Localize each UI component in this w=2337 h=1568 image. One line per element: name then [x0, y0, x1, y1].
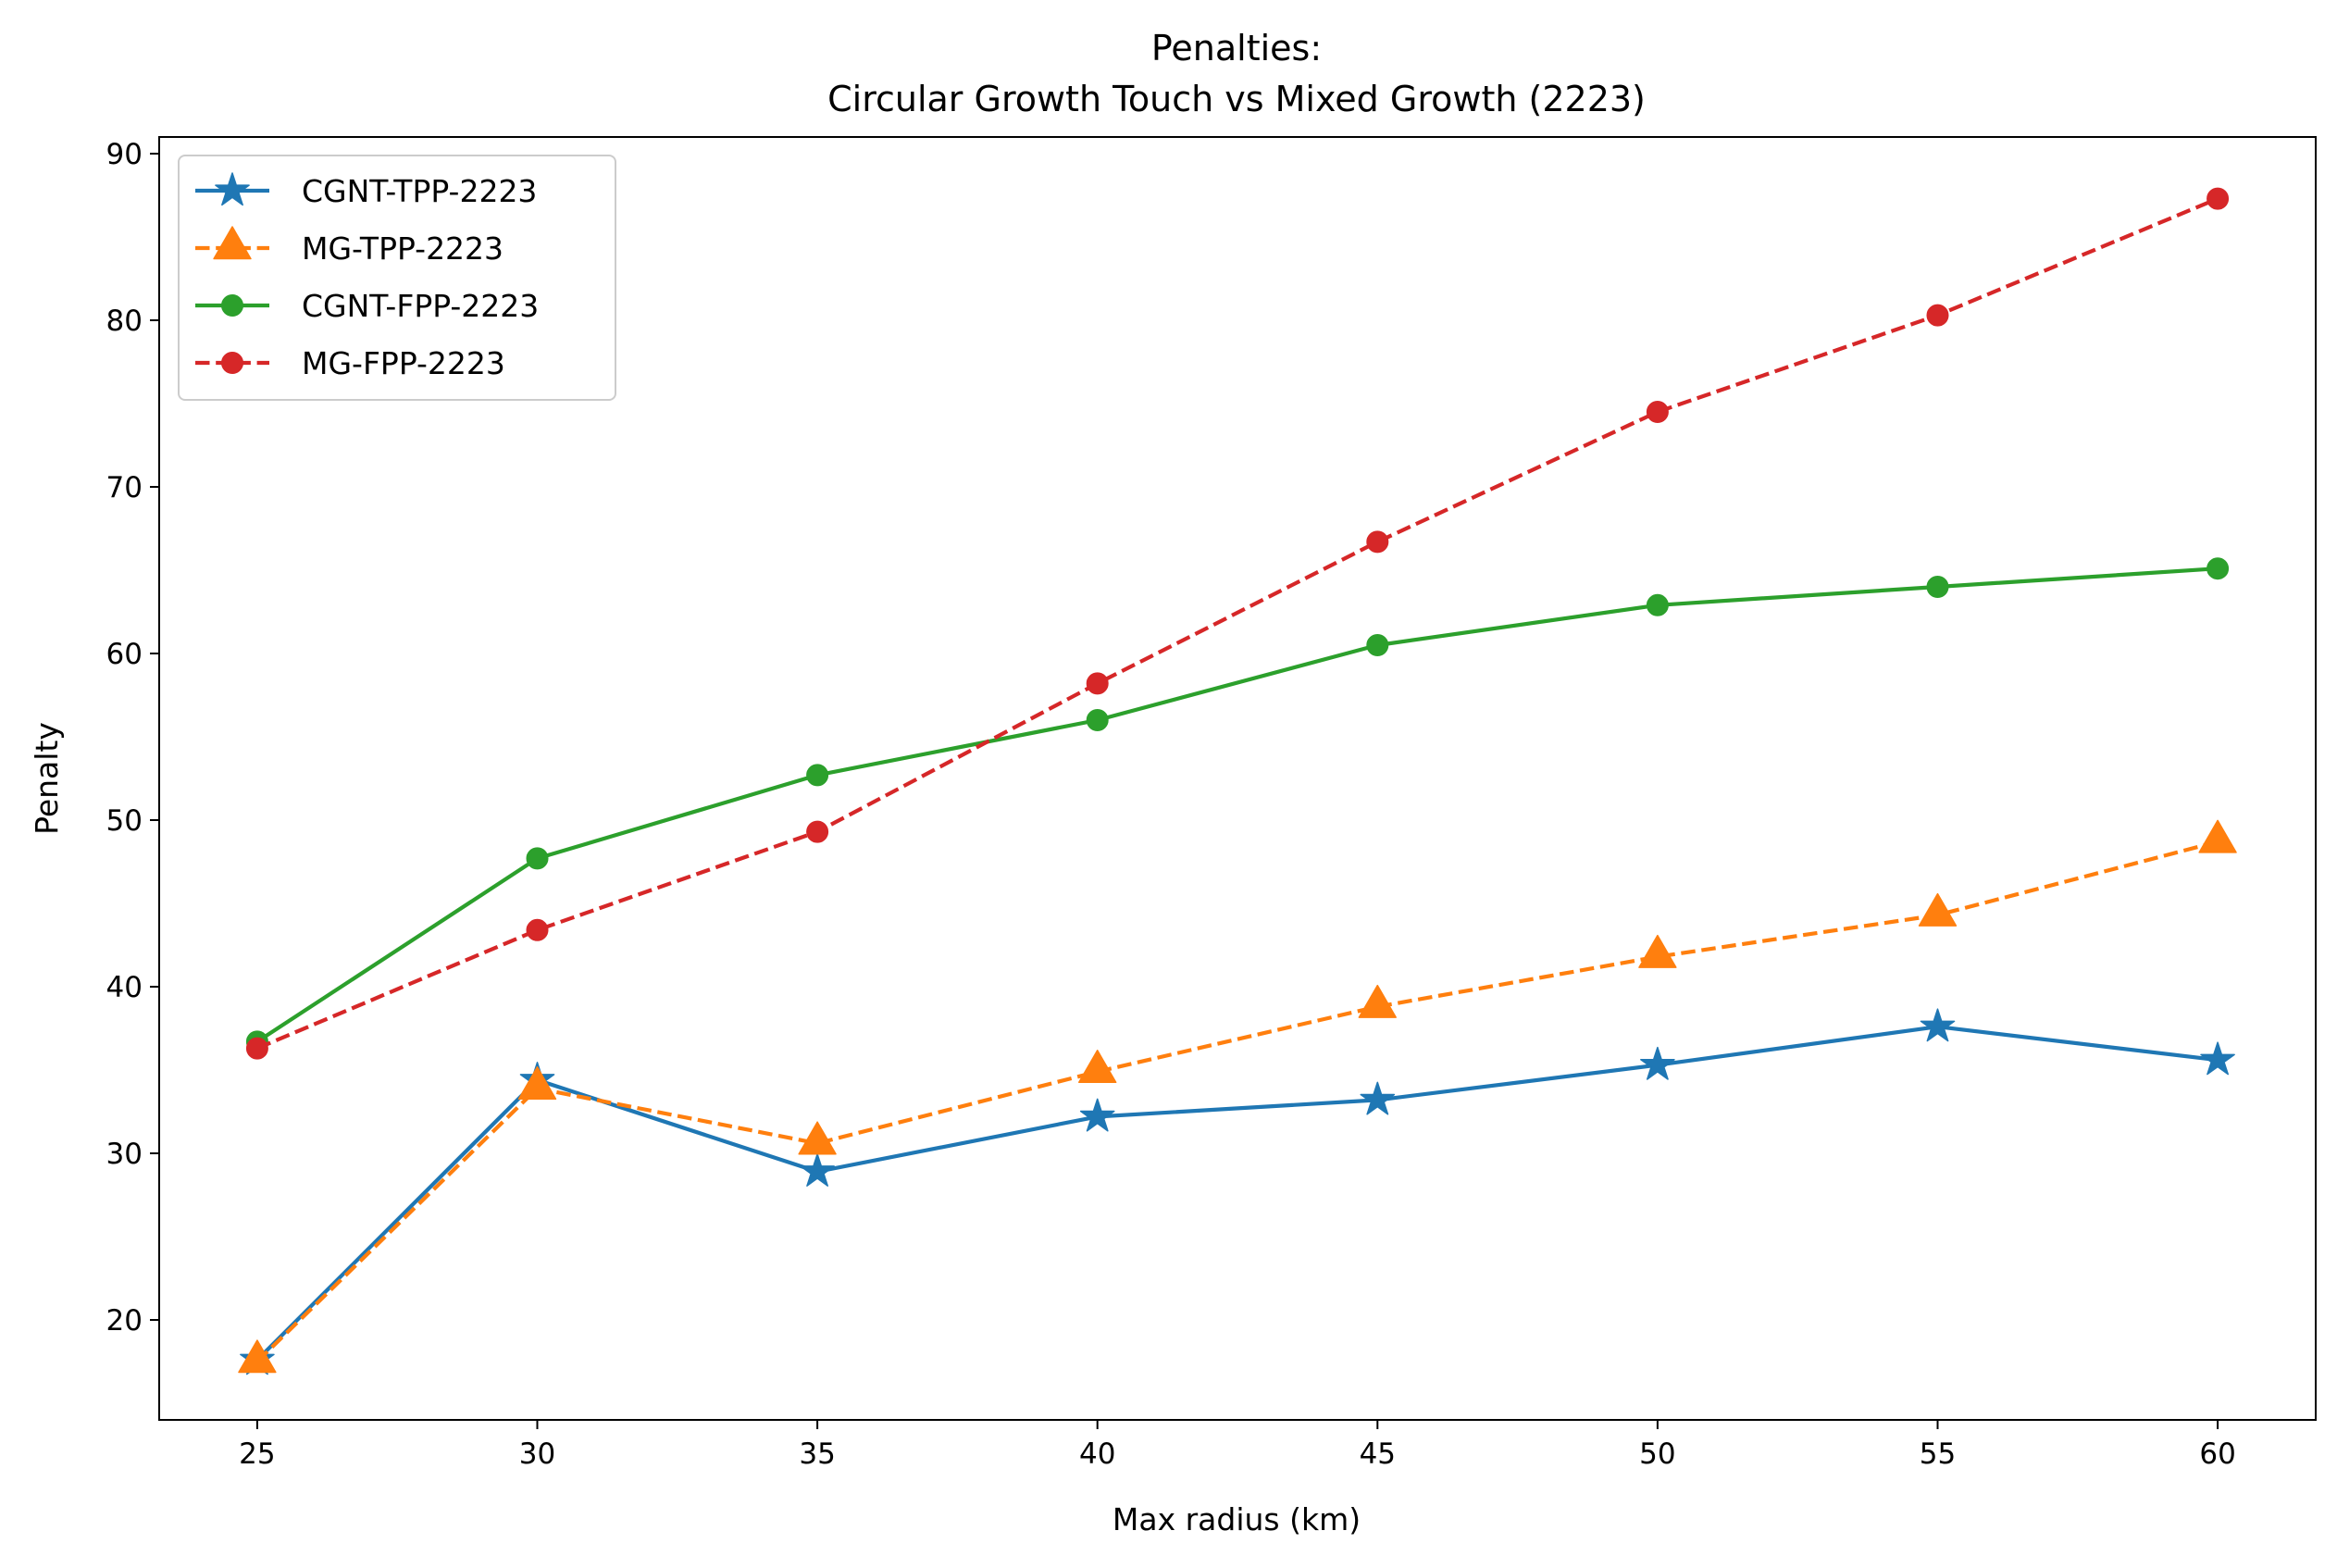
legend-label: CGNT-TPP-2223 [302, 173, 537, 209]
series-line [255, 566, 2219, 1044]
legend-marker [221, 294, 243, 317]
data-point [245, 1037, 268, 1060]
series-line [255, 1025, 2219, 1362]
plot-area [238, 187, 2237, 1375]
data-point [1366, 530, 1389, 554]
data-point [1078, 1050, 1117, 1084]
y-tick-label: 40 [106, 971, 143, 1004]
data-point [517, 1066, 557, 1101]
data-point [806, 820, 829, 843]
series-line [256, 196, 2219, 1051]
y-tick-label: 70 [106, 471, 143, 504]
x-tick-label: 60 [2199, 1437, 2235, 1471]
data-point [1640, 1046, 1675, 1080]
x-tick-label: 50 [1639, 1437, 1675, 1471]
data-point [2200, 1041, 2235, 1076]
legend-label: MG-TPP-2223 [302, 230, 503, 267]
y-tick-label: 80 [106, 305, 143, 338]
x-tick-label: 40 [1079, 1437, 1115, 1471]
data-point [1366, 634, 1389, 656]
x-tick-label: 35 [799, 1437, 835, 1471]
series-MG-FPP-2223 [245, 187, 2230, 1060]
legend-marker [215, 172, 250, 206]
data-point [238, 1339, 277, 1374]
series-line [255, 840, 2219, 1363]
data-point [1918, 892, 1958, 927]
data-point [1920, 1008, 1956, 1042]
data-point [1646, 593, 1669, 616]
y-tick-label: 60 [106, 638, 143, 671]
y-tick-label: 30 [106, 1138, 143, 1171]
data-point [2198, 819, 2237, 853]
data-point [1358, 984, 1397, 1018]
x-tick-label: 55 [1920, 1437, 1956, 1471]
data-point [526, 847, 549, 870]
data-point [806, 764, 829, 787]
data-point [1646, 401, 1669, 423]
plot-frame [158, 136, 2317, 1421]
x-tick-label: 45 [1360, 1437, 1396, 1471]
data-point [798, 1121, 837, 1155]
data-point [1926, 304, 1949, 327]
y-axis-label: Penalty [29, 722, 65, 835]
data-point [1926, 576, 1949, 598]
data-point [1086, 672, 1109, 695]
y-tick-label: 90 [106, 138, 143, 171]
x-tick-label: 25 [239, 1437, 275, 1471]
legend-label: CGNT-FPP-2223 [302, 288, 539, 324]
data-point [2206, 187, 2230, 210]
legend-entry: CGNT-FPP-2223 [195, 288, 539, 324]
legend-marker [213, 226, 252, 260]
legend-entry: CGNT-TPP-2223 [195, 172, 537, 209]
data-point [526, 918, 549, 941]
legend: CGNT-TPP-2223 MG-TPP-2223 CGNT-FPP-2223 MG-… [178, 155, 616, 401]
data-point [800, 1153, 835, 1187]
data-point [1360, 1081, 1396, 1115]
x-axis-label: Max radius (km) [1113, 1501, 1361, 1537]
x-tick-label: 30 [519, 1437, 555, 1471]
data-point [1638, 934, 1677, 968]
chart-title-line-1: Penalties: [1151, 28, 1322, 68]
series-MG-TPP-2223 [238, 819, 2237, 1374]
y-tick-label: 20 [106, 1304, 143, 1338]
legend-label: MG-FPP-2223 [302, 345, 505, 381]
legend-entry: MG-FPP-2223 [195, 345, 505, 381]
legend-marker [221, 352, 243, 374]
data-point [2206, 557, 2230, 580]
legend-box [178, 155, 616, 401]
y-tick-label: 50 [106, 804, 143, 838]
data-point [1086, 709, 1109, 731]
legend-entry: MG-TPP-2223 [195, 226, 503, 267]
chart-title-line-2: Circular Growth Touch vs Mixed Growth (2… [827, 79, 1646, 119]
data-point [1079, 1098, 1115, 1132]
